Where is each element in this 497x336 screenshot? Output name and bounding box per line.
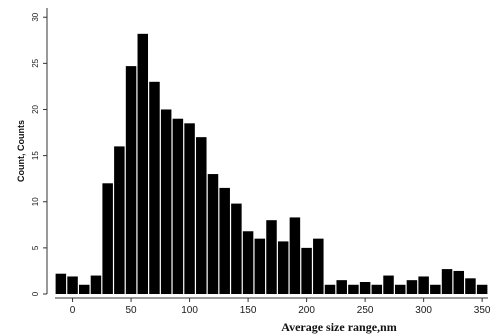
y-tick-label: 30 xyxy=(31,12,40,21)
bar xyxy=(289,217,301,294)
x-tick-label: 0 xyxy=(70,305,76,316)
bar xyxy=(301,247,312,294)
bar xyxy=(336,280,347,294)
bar xyxy=(242,231,254,294)
y-tick-label: 5 xyxy=(31,245,40,250)
bar xyxy=(219,187,230,294)
bar xyxy=(137,33,149,294)
y-tick-label: 10 xyxy=(31,197,40,206)
x-tick-label: 150 xyxy=(240,305,257,316)
bar xyxy=(430,284,441,294)
bar xyxy=(453,270,464,294)
bar xyxy=(160,109,172,294)
bar xyxy=(465,278,476,294)
bar xyxy=(476,284,488,294)
bar xyxy=(90,275,102,294)
bar xyxy=(149,81,160,294)
x-tick-label: 200 xyxy=(298,305,315,316)
bar xyxy=(172,118,184,295)
bar xyxy=(102,183,113,294)
bar xyxy=(79,284,90,294)
y-tick-label: 20 xyxy=(31,104,40,113)
bar xyxy=(55,273,67,294)
bar xyxy=(277,241,289,294)
bar xyxy=(371,284,383,294)
bar xyxy=(394,284,406,294)
x-tick-label: 100 xyxy=(181,305,198,316)
y-axis-label: Count, Counts xyxy=(16,120,26,182)
bar xyxy=(254,238,266,294)
y-tick-label: 15 xyxy=(31,151,40,160)
bar xyxy=(114,146,125,294)
y-tick-label: 0 xyxy=(31,291,40,296)
bar xyxy=(359,282,371,294)
bar xyxy=(441,269,453,294)
bar xyxy=(418,276,429,294)
y-axis-ticks: 0 5 10 15 20 25 30 xyxy=(31,12,47,296)
x-axis-ticks: 0 50 100 150 200 250 300 350 xyxy=(70,298,491,316)
bar xyxy=(383,275,394,294)
x-tick-label: 250 xyxy=(357,305,374,316)
bar xyxy=(67,276,78,294)
bar xyxy=(348,284,359,294)
bar xyxy=(231,203,242,294)
bar xyxy=(207,174,219,294)
bar xyxy=(196,137,207,294)
bar xyxy=(266,220,277,294)
x-tick-label: 50 xyxy=(126,305,138,316)
bar xyxy=(184,123,195,294)
bar xyxy=(406,280,418,294)
bar xyxy=(324,284,336,294)
bar xyxy=(313,238,324,294)
x-axis-label: Average size range,nm xyxy=(281,320,396,334)
bar xyxy=(125,66,137,295)
x-tick-label: 350 xyxy=(474,305,491,316)
y-tick-label: 25 xyxy=(31,58,40,67)
x-tick-label: 300 xyxy=(415,305,432,316)
bars-group xyxy=(55,33,488,295)
